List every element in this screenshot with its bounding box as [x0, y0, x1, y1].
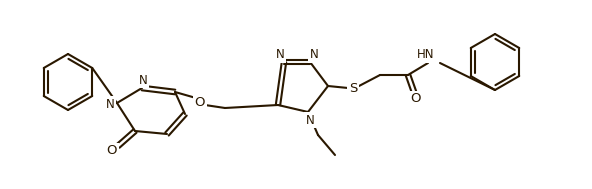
Text: N: N: [310, 49, 318, 61]
Text: O: O: [107, 145, 117, 157]
Text: N: N: [139, 74, 147, 87]
Text: O: O: [195, 95, 205, 108]
Text: N: N: [105, 98, 114, 111]
Text: N: N: [276, 49, 284, 61]
Text: O: O: [411, 92, 422, 105]
Text: N: N: [305, 114, 314, 126]
Text: S: S: [349, 81, 357, 94]
Text: HN: HN: [417, 49, 435, 61]
